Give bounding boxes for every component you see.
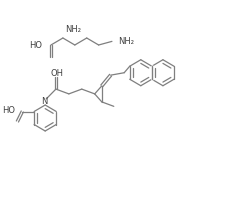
Text: NH₂: NH₂ xyxy=(65,24,81,33)
Text: HO: HO xyxy=(3,105,15,115)
Text: N: N xyxy=(41,96,47,105)
Text: HO: HO xyxy=(29,40,42,49)
Text: OH: OH xyxy=(50,68,63,77)
Text: NH₂: NH₂ xyxy=(117,37,133,46)
